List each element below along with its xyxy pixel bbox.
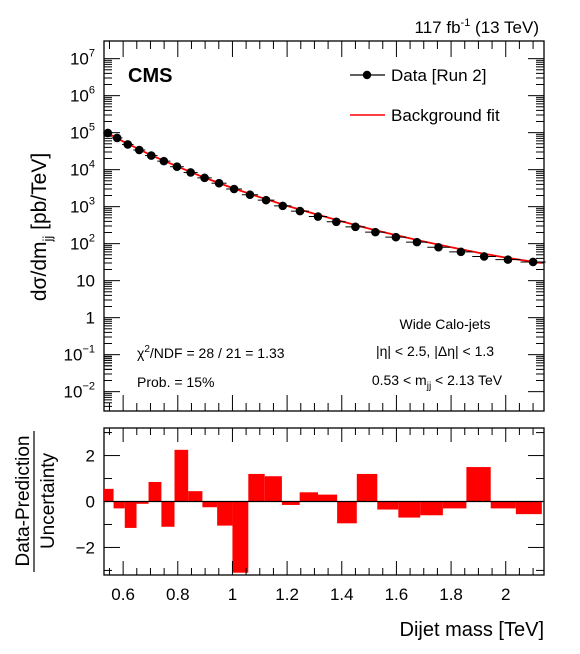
ratio-y-tick-label: −2 — [76, 538, 95, 557]
pull-bar — [232, 501, 249, 573]
data-point — [146, 151, 156, 160]
ratio-y-axis-label: Data-Prediction Uncertainty — [13, 431, 59, 572]
y-tick-label: 105 — [70, 122, 95, 143]
pull-bar — [174, 449, 189, 502]
data-point — [214, 178, 224, 188]
legend: Data [Run 2] Background fit — [350, 66, 500, 125]
x-axis-label: Dijet mass [TeV] — [400, 619, 544, 641]
pull-bar — [356, 473, 378, 502]
pull-bar — [337, 501, 357, 524]
luminosity-label: 117 fb-1 (13 TeV) — [415, 17, 539, 37]
ratio-axis-ticks: −2 0 2 0.6 0.8 1 1.2 1.4 1.6 1.8 2 — [76, 428, 544, 604]
ratio-y-tick-label: 2 — [86, 447, 95, 466]
data-point — [229, 184, 239, 194]
data-point — [261, 195, 271, 205]
chi2-annotation: χ2/NDF = 28 / 21 = 1.33 — [137, 344, 285, 361]
pull-bar — [217, 501, 233, 526]
legend-data-marker — [362, 70, 372, 80]
data-point — [313, 212, 323, 221]
pull-bar — [113, 501, 125, 509]
data-point — [112, 133, 122, 143]
y-tick-label: 107 — [70, 48, 95, 69]
data-point — [331, 217, 341, 227]
pull-bar — [104, 488, 114, 502]
pull-bar — [442, 501, 467, 509]
data-point — [528, 257, 538, 267]
eta-cut-annotation: |η| < 2.5, |Δη| < 1.3 — [376, 343, 494, 359]
pull-bar — [398, 501, 421, 518]
data-point — [351, 222, 360, 232]
data-point — [103, 128, 113, 138]
experiment-label: CMS — [128, 65, 172, 87]
pull-bar — [317, 494, 338, 502]
ratio-panel: −2 0 2 0.6 0.8 1 1.2 1.4 1.6 1.8 2 Data-Prediction… — [13, 427, 545, 641]
pull-bar — [124, 501, 137, 528]
data-points — [103, 128, 546, 267]
mass-range-annotation: 0.53 < mjj < 2.13 TeV — [372, 372, 503, 392]
data-point — [159, 156, 169, 166]
x-tick-label: 0.8 — [166, 585, 190, 604]
data-point — [278, 201, 288, 211]
x-tick-label: 0.6 — [111, 585, 135, 604]
y-tick-label: 10−2 — [64, 381, 95, 402]
pull-bar — [281, 501, 300, 505]
x-tick-label: 1.8 — [439, 585, 463, 604]
pull-bar — [136, 501, 149, 504]
data-point — [456, 247, 466, 257]
pull-bar — [248, 473, 265, 502]
pull-bar — [490, 501, 516, 509]
pull-bar — [202, 501, 218, 508]
y-tick-label: 102 — [70, 233, 95, 254]
data-point — [295, 206, 305, 216]
pull-bars — [104, 449, 542, 573]
x-tick-label: 2 — [501, 585, 510, 604]
data-point — [123, 140, 133, 149]
data-point — [503, 255, 513, 264]
pull-bar — [420, 501, 443, 516]
data-point — [172, 162, 182, 172]
data-point — [371, 227, 380, 237]
y-tick-label: 104 — [70, 159, 95, 180]
ratio-y-tick-label: 0 — [86, 493, 95, 512]
y-tick-label: 106 — [70, 85, 95, 106]
pull-bar — [515, 501, 542, 515]
data-point — [134, 145, 144, 155]
data-point — [200, 173, 209, 183]
probability-annotation: Prob. = 15% — [137, 374, 214, 390]
y-tick-label: 103 — [70, 196, 95, 217]
x-tick-label: 1 — [228, 585, 237, 604]
pull-bar — [161, 501, 175, 527]
pull-bar — [299, 492, 318, 502]
legend-fit-label: Background fit — [391, 106, 500, 125]
fit-line — [103, 130, 542, 264]
pull-bar — [188, 491, 203, 502]
background-fit-curve — [103, 130, 542, 264]
legend-data-label: Data [Run 2] — [391, 66, 486, 85]
data-point — [412, 237, 422, 247]
data-point — [245, 190, 255, 200]
main-y-axis-label: dσ/dmjj [pb/TeV] — [28, 153, 55, 301]
pull-bar — [148, 481, 162, 502]
pull-bar — [466, 467, 491, 502]
y-tick-label: 10−1 — [64, 344, 95, 365]
ratio-y-label-bottom: Uncertainty — [38, 452, 59, 549]
data-point — [186, 168, 195, 177]
x-tick-label: 1.4 — [330, 585, 354, 604]
data-point — [479, 252, 489, 261]
data-point — [434, 242, 443, 252]
pull-bar — [377, 501, 399, 510]
y-tick-label: 10 — [76, 272, 95, 291]
pull-bar — [264, 476, 282, 502]
data-point — [391, 232, 401, 242]
x-tick-label: 1.2 — [275, 585, 299, 604]
y-tick-label: 1 — [86, 309, 95, 328]
jets-annotation: Wide Calo-jets — [399, 316, 490, 332]
x-tick-label: 1.6 — [385, 585, 409, 604]
ratio-y-label-top: Data-Prediction — [13, 436, 34, 567]
